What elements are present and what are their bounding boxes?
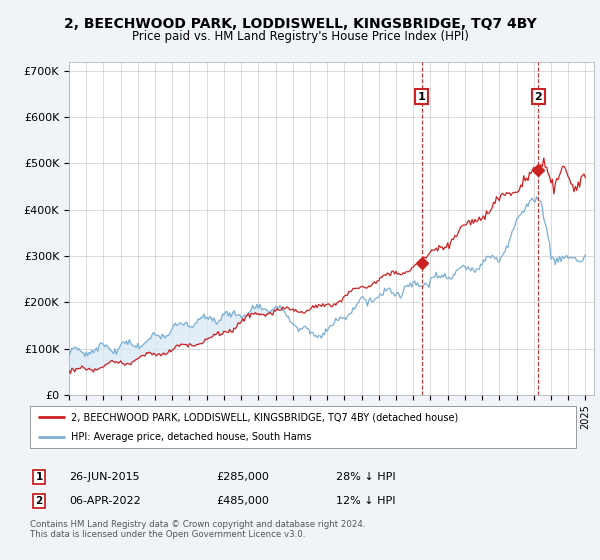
Text: 06-APR-2022: 06-APR-2022 — [69, 496, 141, 506]
Text: 2: 2 — [535, 92, 542, 101]
Text: 2, BEECHWOOD PARK, LODDISWELL, KINGSBRIDGE, TQ7 4BY: 2, BEECHWOOD PARK, LODDISWELL, KINGSBRID… — [64, 17, 536, 31]
Text: 28% ↓ HPI: 28% ↓ HPI — [336, 472, 395, 482]
Text: 1: 1 — [35, 472, 43, 482]
Text: HPI: Average price, detached house, South Hams: HPI: Average price, detached house, Sout… — [71, 432, 311, 442]
Text: 26-JUN-2015: 26-JUN-2015 — [69, 472, 140, 482]
Text: 12% ↓ HPI: 12% ↓ HPI — [336, 496, 395, 506]
Text: £285,000: £285,000 — [216, 472, 269, 482]
Text: Price paid vs. HM Land Registry's House Price Index (HPI): Price paid vs. HM Land Registry's House … — [131, 30, 469, 43]
Text: £485,000: £485,000 — [216, 496, 269, 506]
Text: Contains HM Land Registry data © Crown copyright and database right 2024.: Contains HM Land Registry data © Crown c… — [30, 520, 365, 529]
Text: This data is licensed under the Open Government Licence v3.0.: This data is licensed under the Open Gov… — [30, 530, 305, 539]
Text: 2, BEECHWOOD PARK, LODDISWELL, KINGSBRIDGE, TQ7 4BY (detached house): 2, BEECHWOOD PARK, LODDISWELL, KINGSBRID… — [71, 412, 458, 422]
Text: 2: 2 — [35, 496, 43, 506]
Text: 1: 1 — [418, 92, 425, 101]
